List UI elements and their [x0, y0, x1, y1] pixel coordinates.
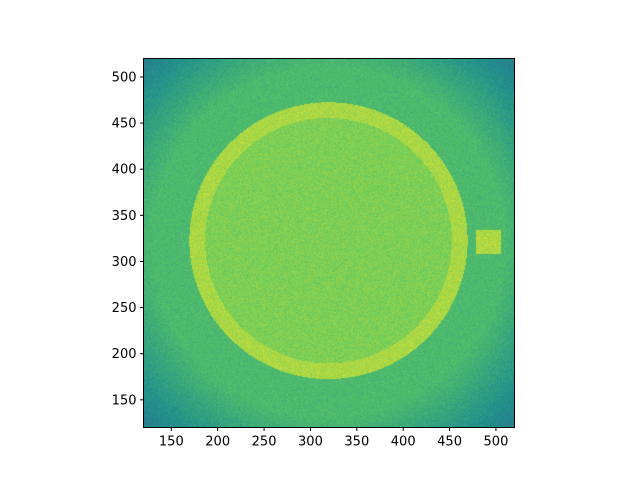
- y-axis: 150 200 250 300 350 400 450 500: [112, 70, 144, 408]
- y-tick-label: 150: [112, 393, 137, 408]
- y-tick-label: 450: [112, 117, 137, 132]
- x-tick-label: 350: [344, 435, 369, 450]
- y-tick-label: 250: [112, 301, 137, 316]
- y-tick-label: 300: [112, 255, 137, 270]
- x-tick-label: 500: [484, 435, 509, 450]
- x-tick-label: 150: [159, 435, 184, 450]
- y-tick-label: 200: [112, 347, 137, 362]
- axes-frame: [143, 58, 515, 428]
- heatmap-image: [143, 58, 514, 427]
- x-tick-label: 250: [252, 435, 277, 450]
- y-tick-label: 400: [112, 163, 137, 178]
- x-tick-label: 300: [298, 435, 323, 450]
- x-tick-label: 200: [205, 435, 230, 450]
- y-tick-label: 500: [112, 70, 137, 85]
- x-tick-label: 400: [391, 435, 416, 450]
- y-tick-label: 350: [112, 209, 137, 224]
- x-tick-label: 450: [437, 435, 462, 450]
- x-axis: 150 200 250 300 350 400 450 500: [159, 427, 509, 450]
